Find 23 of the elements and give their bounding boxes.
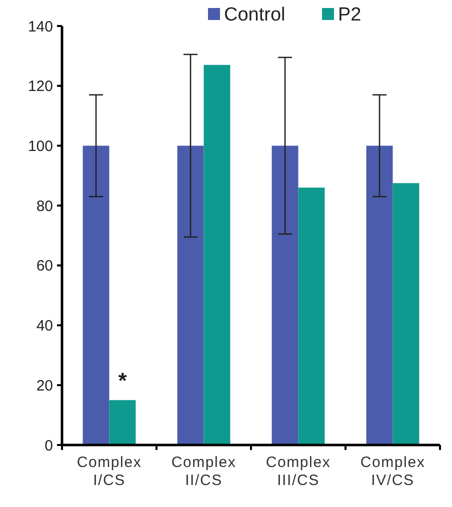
bar — [272, 146, 298, 445]
bar — [392, 183, 420, 445]
x-tick-label: Complex I/CS — [76, 454, 142, 489]
y-tick-label: 0 — [44, 437, 53, 454]
bar — [82, 146, 110, 445]
y-tick-label: 60 — [36, 258, 53, 275]
x-tick-label: Complex II/CS — [171, 454, 236, 489]
bar — [109, 400, 136, 445]
y-tick-label: 20 — [36, 377, 53, 394]
bar — [298, 188, 325, 445]
bar — [204, 64, 230, 445]
x-tick-label: Complex III/CS — [266, 454, 331, 489]
x-tick-label: Complex IV/CS — [360, 454, 426, 489]
bar — [177, 146, 204, 445]
annotation: * — [118, 368, 128, 394]
y-tick-label: 120 — [28, 78, 53, 96]
bar — [366, 146, 393, 445]
y-tick-label: 140 — [28, 18, 53, 36]
y-tick-label: 40 — [36, 318, 53, 335]
y-tick-label: 80 — [36, 198, 53, 215]
legend-label: Control — [224, 4, 286, 26]
legend-label: P2 — [338, 4, 362, 26]
y-tick-label: 100 — [28, 138, 53, 155]
